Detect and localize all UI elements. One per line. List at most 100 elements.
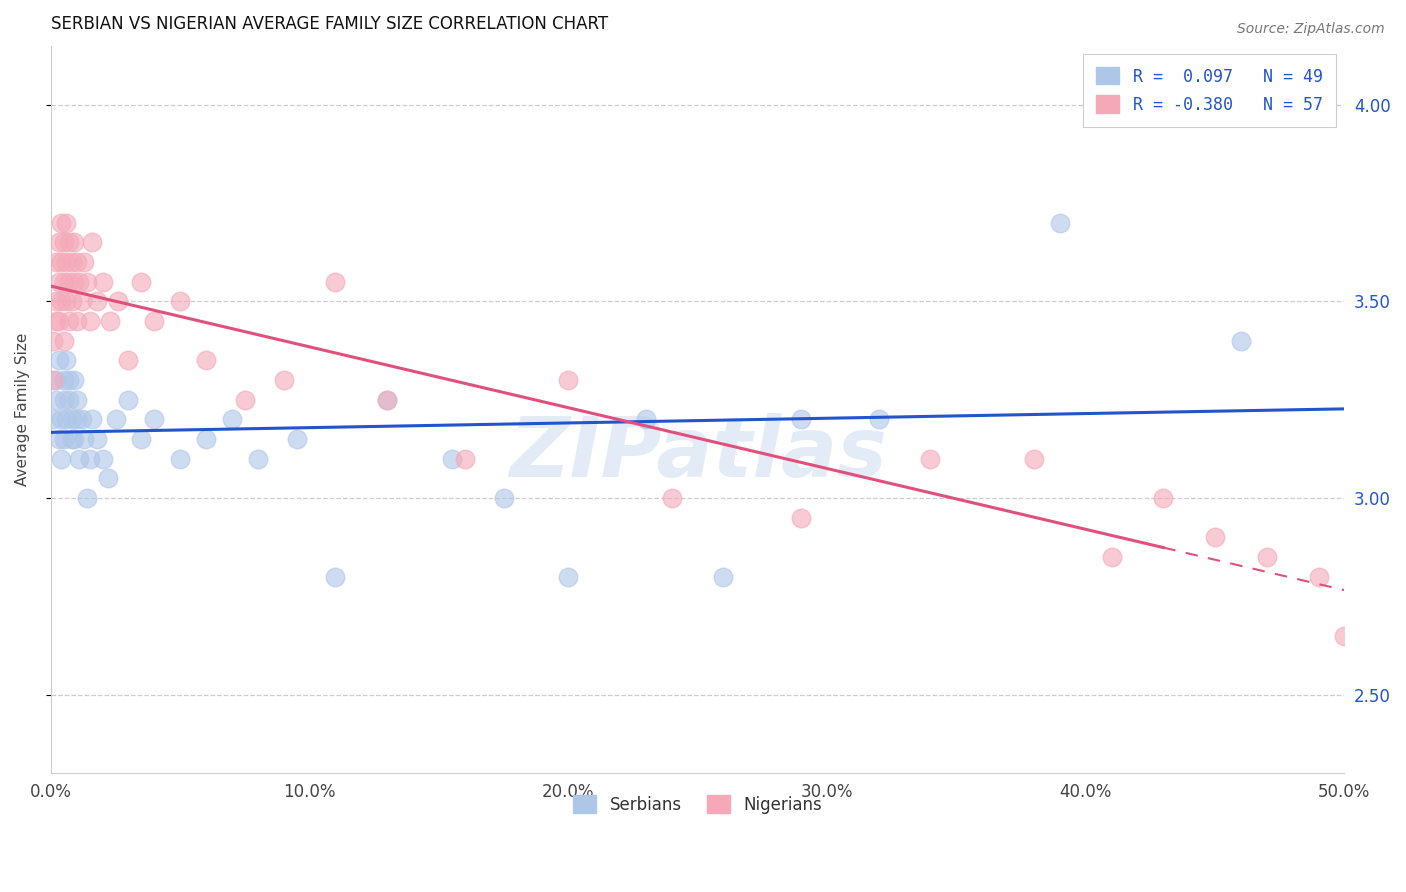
Point	[1049, 216, 1071, 230]
Point	[55, 412, 77, 426]
Point	[58, 392, 80, 407]
Point	[51, 255, 73, 269]
Point	[76, 491, 98, 505]
Point	[233, 392, 256, 407]
Point	[169, 451, 191, 466]
Point	[63, 235, 86, 250]
Point	[82, 412, 104, 426]
Point	[868, 412, 890, 426]
Point	[66, 314, 89, 328]
Point	[492, 491, 515, 505]
Text: Source: ZipAtlas.com: Source: ZipAtlas.com	[1237, 22, 1385, 37]
Point	[117, 353, 139, 368]
Point	[55, 353, 77, 368]
Point	[48, 235, 70, 250]
Point	[557, 570, 579, 584]
Point	[67, 275, 90, 289]
Point	[195, 353, 218, 368]
Point	[58, 235, 80, 250]
Point	[97, 471, 120, 485]
Point	[790, 510, 813, 524]
Point	[42, 412, 65, 426]
Point	[52, 392, 75, 407]
Point	[86, 432, 108, 446]
Point	[58, 314, 80, 328]
Point	[920, 451, 942, 466]
Text: ZIPatlas: ZIPatlas	[509, 413, 887, 493]
Point	[63, 373, 86, 387]
Point	[1308, 570, 1330, 584]
Point	[79, 314, 101, 328]
Point	[1230, 334, 1253, 348]
Point	[60, 432, 83, 446]
Point	[55, 255, 77, 269]
Point	[195, 432, 218, 446]
Point	[51, 451, 73, 466]
Point	[375, 392, 398, 407]
Point	[52, 235, 75, 250]
Point	[58, 373, 80, 387]
Point	[45, 294, 67, 309]
Point	[60, 412, 83, 426]
Point	[45, 314, 67, 328]
Point	[73, 432, 96, 446]
Point	[51, 294, 73, 309]
Point	[86, 294, 108, 309]
Point	[107, 294, 129, 309]
Point	[48, 432, 70, 446]
Point	[76, 275, 98, 289]
Point	[45, 392, 67, 407]
Point	[66, 255, 89, 269]
Point	[60, 294, 83, 309]
Point	[634, 412, 657, 426]
Point	[91, 451, 114, 466]
Point	[48, 275, 70, 289]
Point	[67, 451, 90, 466]
Point	[48, 314, 70, 328]
Point	[661, 491, 683, 505]
Point	[66, 412, 89, 426]
Point	[1152, 491, 1174, 505]
Point	[70, 294, 93, 309]
Point	[325, 275, 347, 289]
Point	[221, 412, 243, 426]
Point	[1022, 451, 1045, 466]
Point	[70, 412, 93, 426]
Point	[246, 451, 269, 466]
Point	[790, 412, 813, 426]
Y-axis label: Average Family Size: Average Family Size	[15, 333, 30, 486]
Point	[273, 373, 295, 387]
Point	[557, 373, 579, 387]
Point	[51, 412, 73, 426]
Point	[42, 373, 65, 387]
Point	[104, 412, 127, 426]
Point	[440, 451, 463, 466]
Point	[51, 216, 73, 230]
Point	[73, 255, 96, 269]
Point	[143, 412, 166, 426]
Text: SERBIAN VS NIGERIAN AVERAGE FAMILY SIZE CORRELATION CHART: SERBIAN VS NIGERIAN AVERAGE FAMILY SIZE …	[51, 15, 607, 33]
Point	[375, 392, 398, 407]
Point	[52, 432, 75, 446]
Point	[66, 392, 89, 407]
Point	[48, 353, 70, 368]
Point	[82, 235, 104, 250]
Point	[117, 392, 139, 407]
Point	[45, 373, 67, 387]
Point	[55, 216, 77, 230]
Point	[42, 334, 65, 348]
Point	[131, 275, 153, 289]
Point	[1204, 530, 1226, 544]
Point	[52, 275, 75, 289]
Point	[52, 334, 75, 348]
Point	[58, 275, 80, 289]
Point	[285, 432, 308, 446]
Point	[325, 570, 347, 584]
Legend: Serbians, Nigerians: Serbians, Nigerians	[560, 782, 835, 827]
Point	[454, 451, 477, 466]
Point	[55, 294, 77, 309]
Point	[91, 275, 114, 289]
Point	[143, 314, 166, 328]
Point	[63, 275, 86, 289]
Point	[1256, 550, 1278, 565]
